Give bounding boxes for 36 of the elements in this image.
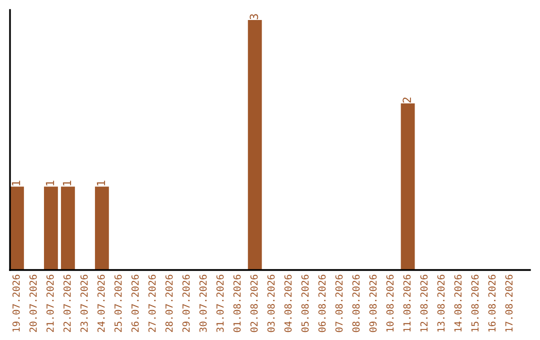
x-tick-label: 11.08.2026	[403, 274, 411, 332]
data-label: 1	[12, 180, 20, 186]
x-tick-label: 20.07.2026	[29, 274, 37, 332]
x-tick-label: 07.08.2026	[335, 274, 343, 332]
data-label: 1	[96, 180, 106, 186]
x-tick-label: 03.08.2026	[267, 274, 275, 332]
x-tick-label: 14.08.2026	[454, 274, 462, 332]
data-label: 3	[250, 14, 258, 20]
x-tick-label: 27.07.2026	[148, 274, 156, 332]
data-label: 1	[62, 180, 72, 186]
x-tick-label: 21.07.2026	[46, 274, 54, 332]
x-tick-label: 15.08.2026	[471, 274, 479, 332]
x-tick-label: 10.08.2026	[386, 274, 394, 332]
x-tick-label: 28.07.2026	[165, 274, 173, 332]
x-tick-label: 12.08.2026	[420, 274, 428, 332]
x-tick-label: 01.08.2026	[233, 274, 241, 332]
x-tick-label: 22.07.2026	[63, 274, 71, 332]
x-tick-label: 25.07.2026	[114, 274, 122, 332]
x-tick-label: 17.08.2026	[505, 274, 513, 332]
x-tick-label: 02.08.2026	[250, 274, 258, 332]
x-tick-label: 09.08.2026	[369, 274, 377, 332]
x-tick-label: 24.07.2026	[97, 274, 105, 332]
x-tick-label: 06.08.2026	[318, 274, 326, 332]
x-tick-label: 13.08.2026	[437, 274, 445, 332]
x-tick-label: 19.07.2026	[12, 274, 20, 332]
x-tick-label: 31.07.2026	[216, 274, 224, 332]
data-label: 2	[402, 98, 411, 103]
data-label: 1	[46, 180, 54, 186]
x-tick-label: 26.07.2026	[131, 274, 139, 332]
x-tick-label: 16.08.2026	[488, 274, 496, 332]
x-tick-label: 23.07.2026	[80, 274, 88, 332]
x-tick-label: 05.08.2026	[301, 274, 309, 332]
x-tick-label: 08.08.2026	[352, 274, 360, 332]
x-tick-label: 29.07.2026	[182, 274, 190, 332]
x-tick-label: 30.07.2026	[199, 274, 207, 332]
x-tick-label: 04.08.2026	[284, 274, 292, 332]
